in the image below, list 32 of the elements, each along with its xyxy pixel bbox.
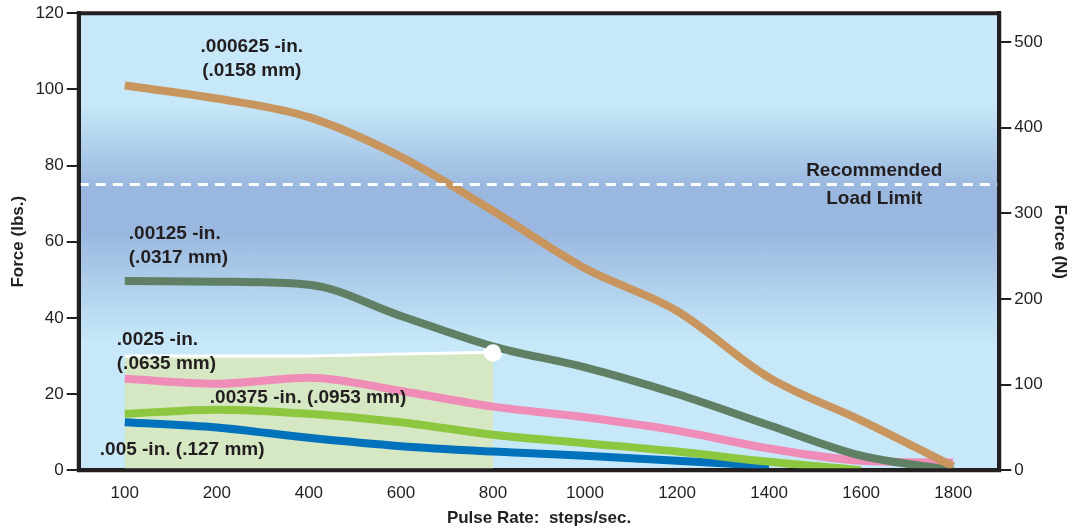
- y-tick-label: 120: [35, 2, 64, 22]
- x-tick-label: 1800: [934, 483, 973, 503]
- y2-axis-title: Force (N): [1051, 204, 1071, 280]
- x-tick-label: 1000: [566, 483, 604, 503]
- series-label: .00125 -in. (.0317 mm): [128, 222, 229, 268]
- x-tick-label: 1200: [658, 483, 696, 503]
- x-tick-label: 100: [110, 483, 139, 503]
- y2-tick-label: 100: [1014, 374, 1043, 394]
- y-tick-label: 40: [44, 307, 64, 327]
- y-tick-label: 100: [35, 79, 64, 99]
- y2-tick-label: 300: [1014, 203, 1043, 223]
- y2-tick-label: 200: [1014, 288, 1043, 308]
- y2-tick-label: 400: [1014, 117, 1043, 137]
- series-label: .005 -in. (.127 mm): [99, 438, 265, 460]
- y2-tick-label: 0: [1014, 459, 1024, 479]
- x-tick-label: 1600: [842, 483, 881, 503]
- y-tick-label: 0: [54, 459, 64, 479]
- y-tick-label: 60: [44, 231, 64, 251]
- x-axis-title: Pulse Rate: steps/sec.: [446, 508, 632, 528]
- series-label: .0025 -in. (.0635 mm): [116, 328, 217, 374]
- x-tick-label: 800: [478, 483, 508, 503]
- y2-tick-label: 500: [1014, 31, 1043, 51]
- x-tick-label: 400: [294, 483, 324, 503]
- ref-line-label: Recommended Load Limit: [806, 158, 943, 208]
- series-label: .00375 -in. (.0953 mm): [209, 386, 407, 408]
- y-tick-label: 20: [44, 383, 64, 403]
- x-tick-label: 600: [386, 483, 416, 503]
- x-tick-label: 200: [202, 483, 232, 503]
- x-tick-label: 1400: [750, 483, 789, 503]
- y-tick-label: 80: [44, 155, 64, 175]
- y-axis-title: Force (lbs.): [7, 195, 27, 288]
- series-label: .000625 -in. (.0158 mm): [200, 34, 304, 80]
